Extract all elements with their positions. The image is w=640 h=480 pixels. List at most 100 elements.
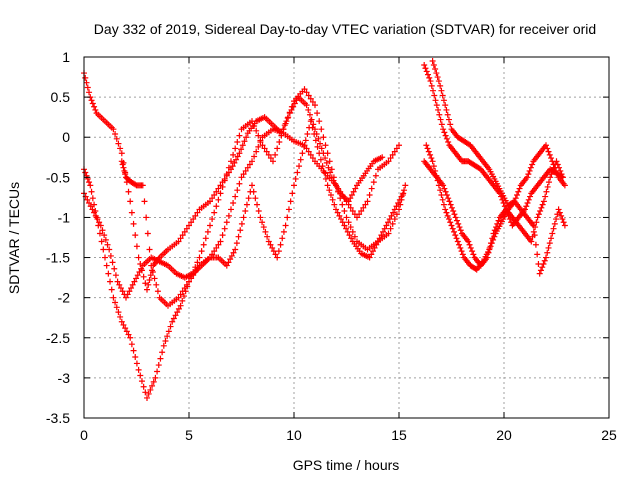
data-point	[459, 251, 466, 258]
data-point	[142, 389, 149, 396]
data-point	[444, 111, 451, 118]
data-point	[524, 174, 531, 181]
data-point	[448, 222, 455, 229]
data-point	[514, 191, 521, 198]
data-point	[345, 201, 352, 208]
data-point	[233, 156, 240, 163]
data-point	[294, 169, 301, 176]
data-point	[390, 209, 397, 216]
data-point	[237, 227, 244, 234]
data-point	[336, 212, 343, 219]
data-point	[312, 137, 319, 144]
data-point	[230, 200, 237, 207]
data-point	[341, 208, 348, 215]
data-point	[292, 175, 299, 182]
data-point	[538, 204, 545, 211]
data-point	[343, 198, 350, 205]
data-point	[194, 265, 201, 272]
data-point	[244, 164, 251, 171]
data-point	[98, 238, 105, 245]
data-point	[555, 206, 562, 213]
data-point	[373, 241, 380, 248]
data-point	[215, 196, 222, 203]
data-point	[124, 291, 131, 298]
data-point	[86, 89, 93, 96]
data-point	[126, 288, 133, 295]
data-point	[354, 214, 360, 221]
data-point	[140, 273, 147, 280]
data-point	[277, 241, 284, 248]
data-point	[325, 164, 332, 171]
data-point	[130, 347, 137, 354]
data-point	[186, 222, 192, 229]
data-point	[301, 142, 308, 149]
data-point	[369, 248, 376, 255]
data-point	[170, 315, 177, 322]
data-point	[188, 219, 195, 226]
data-point	[91, 201, 98, 208]
data-point	[140, 383, 147, 390]
data-point	[144, 230, 151, 237]
data-point	[213, 203, 220, 210]
data-point	[387, 155, 394, 162]
data-point	[143, 214, 150, 221]
data-point	[235, 233, 242, 240]
series-sat-d	[118, 126, 402, 309]
data-point	[433, 172, 440, 179]
data-point	[434, 74, 441, 81]
data-point	[240, 171, 247, 178]
data-point	[202, 235, 209, 242]
data-point	[549, 230, 556, 237]
data-point	[553, 167, 560, 174]
data-point	[438, 87, 445, 94]
data-point	[334, 209, 341, 216]
data-point	[448, 204, 455, 211]
data-point	[434, 177, 441, 184]
data-point	[122, 171, 129, 178]
data-point	[154, 368, 161, 375]
data-point	[324, 182, 331, 189]
data-point	[296, 163, 303, 170]
data-point	[347, 204, 354, 211]
data-point	[127, 198, 134, 205]
data-point	[262, 228, 269, 235]
data-point	[439, 196, 446, 203]
data-point	[119, 288, 126, 295]
data-point	[128, 285, 135, 292]
data-point	[427, 78, 434, 85]
data-point	[211, 191, 218, 198]
data-point	[535, 211, 542, 218]
data-points	[81, 58, 568, 401]
data-point	[267, 241, 274, 248]
data-point	[181, 285, 188, 292]
data-point	[327, 169, 334, 176]
data-point	[162, 337, 169, 344]
data-point	[139, 182, 146, 189]
data-point	[442, 188, 449, 195]
data-point	[223, 171, 230, 178]
data-point	[362, 201, 369, 208]
data-point	[274, 254, 281, 261]
data-point	[527, 193, 534, 200]
x-tick-labels: 0 5 10 15 20 25	[80, 427, 617, 443]
data-point	[544, 183, 551, 190]
data-point	[351, 233, 358, 240]
data-point	[183, 225, 190, 232]
data-point	[320, 134, 327, 141]
x-tick-label: 15	[391, 427, 407, 443]
data-point	[343, 214, 350, 221]
data-point	[443, 106, 450, 113]
data-point	[151, 275, 158, 282]
data-point	[551, 220, 558, 227]
data-point	[326, 158, 333, 165]
data-point	[154, 288, 161, 295]
data-point	[391, 148, 398, 155]
data-point	[429, 158, 436, 165]
data-point	[89, 100, 96, 107]
data-point	[561, 182, 568, 189]
data-point	[106, 246, 113, 253]
data-point	[487, 243, 494, 250]
data-point	[317, 156, 324, 163]
data-point	[544, 145, 551, 152]
data-point	[306, 111, 313, 118]
